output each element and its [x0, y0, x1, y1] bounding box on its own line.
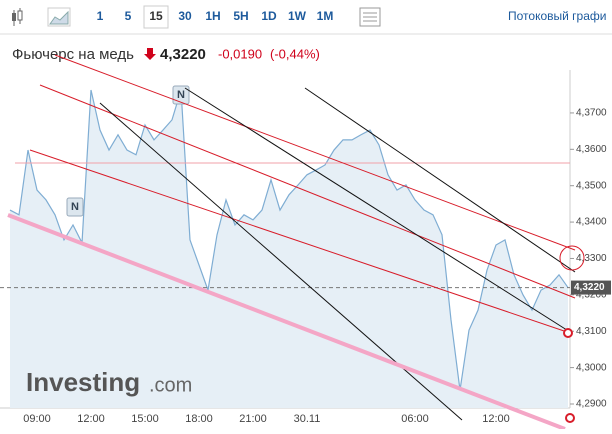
period-button[interactable]: 30	[178, 9, 192, 23]
news-marker[interactable]: N	[71, 201, 79, 213]
y-tick-label: 4,3000	[576, 362, 607, 373]
current-price-label: 4,3220	[574, 282, 605, 293]
period-button[interactable]: 1W	[288, 9, 307, 23]
y-tick-label: 4,3400	[576, 217, 607, 228]
y-tick-label: 4,3100	[576, 326, 607, 337]
period-button[interactable]: 1M	[317, 9, 334, 23]
candle-icon[interactable]	[12, 8, 23, 26]
news-marker-box[interactable]	[172, 85, 190, 105]
current-price-box	[571, 280, 611, 295]
y-tick-label: 4,3300	[576, 253, 607, 264]
period-button[interactable]: 1D	[261, 9, 277, 23]
period-button[interactable]: 5	[125, 9, 132, 23]
period-button[interactable]: 15	[149, 9, 163, 23]
change-percent: (-0,44%)	[270, 46, 320, 61]
x-tick-label: 12:00	[77, 413, 105, 425]
x-tick-label: 30.11	[294, 413, 321, 425]
plot: 4,3700 4,3600 4,3500 4,3400 4,3300 4,3200 4,31…	[0, 70, 611, 425]
logo-brand: Investing	[26, 367, 140, 397]
logo: Investing .com	[26, 367, 192, 397]
news-marker-box[interactable]	[66, 197, 84, 217]
area-icon[interactable]	[47, 7, 71, 27]
down-arrow	[144, 48, 156, 60]
active-period-box	[143, 5, 169, 29]
y-tick-label: 4,3500	[576, 180, 607, 191]
table-icon[interactable]	[359, 7, 381, 27]
trendlines	[7, 54, 585, 431]
x-tick-label: 18:00	[185, 413, 213, 425]
y-tick-label: 4,3600	[576, 144, 607, 155]
price: 4,3220	[160, 46, 206, 63]
toolbar	[0, 0, 612, 34]
period-button[interactable]: 1H	[205, 9, 220, 23]
period-button[interactable]: 1	[97, 9, 104, 23]
price-line	[9, 89, 569, 391]
instrument-name: Фьючерс на медь	[12, 46, 134, 63]
y-tick-label: 4,2900	[576, 399, 607, 410]
x-tick-label: 09:00	[23, 413, 51, 425]
x-tick-label: 21:00	[239, 413, 267, 425]
y-tick-label: 4,3200	[576, 289, 607, 300]
period-button[interactable]: 5H	[233, 9, 248, 23]
x-tick-label: 15:00	[131, 413, 159, 425]
x-tick-label: 12:00	[482, 413, 510, 425]
stream-link[interactable]: Потоковый графи	[508, 9, 606, 23]
change: -0,0190	[218, 46, 262, 61]
area-fill	[10, 90, 568, 408]
y-tick-label: 4,3700	[576, 108, 607, 119]
x-tick-label: 06:00	[401, 413, 429, 425]
news-marker[interactable]: N	[177, 89, 185, 101]
logo-suffix: .com	[149, 374, 192, 396]
